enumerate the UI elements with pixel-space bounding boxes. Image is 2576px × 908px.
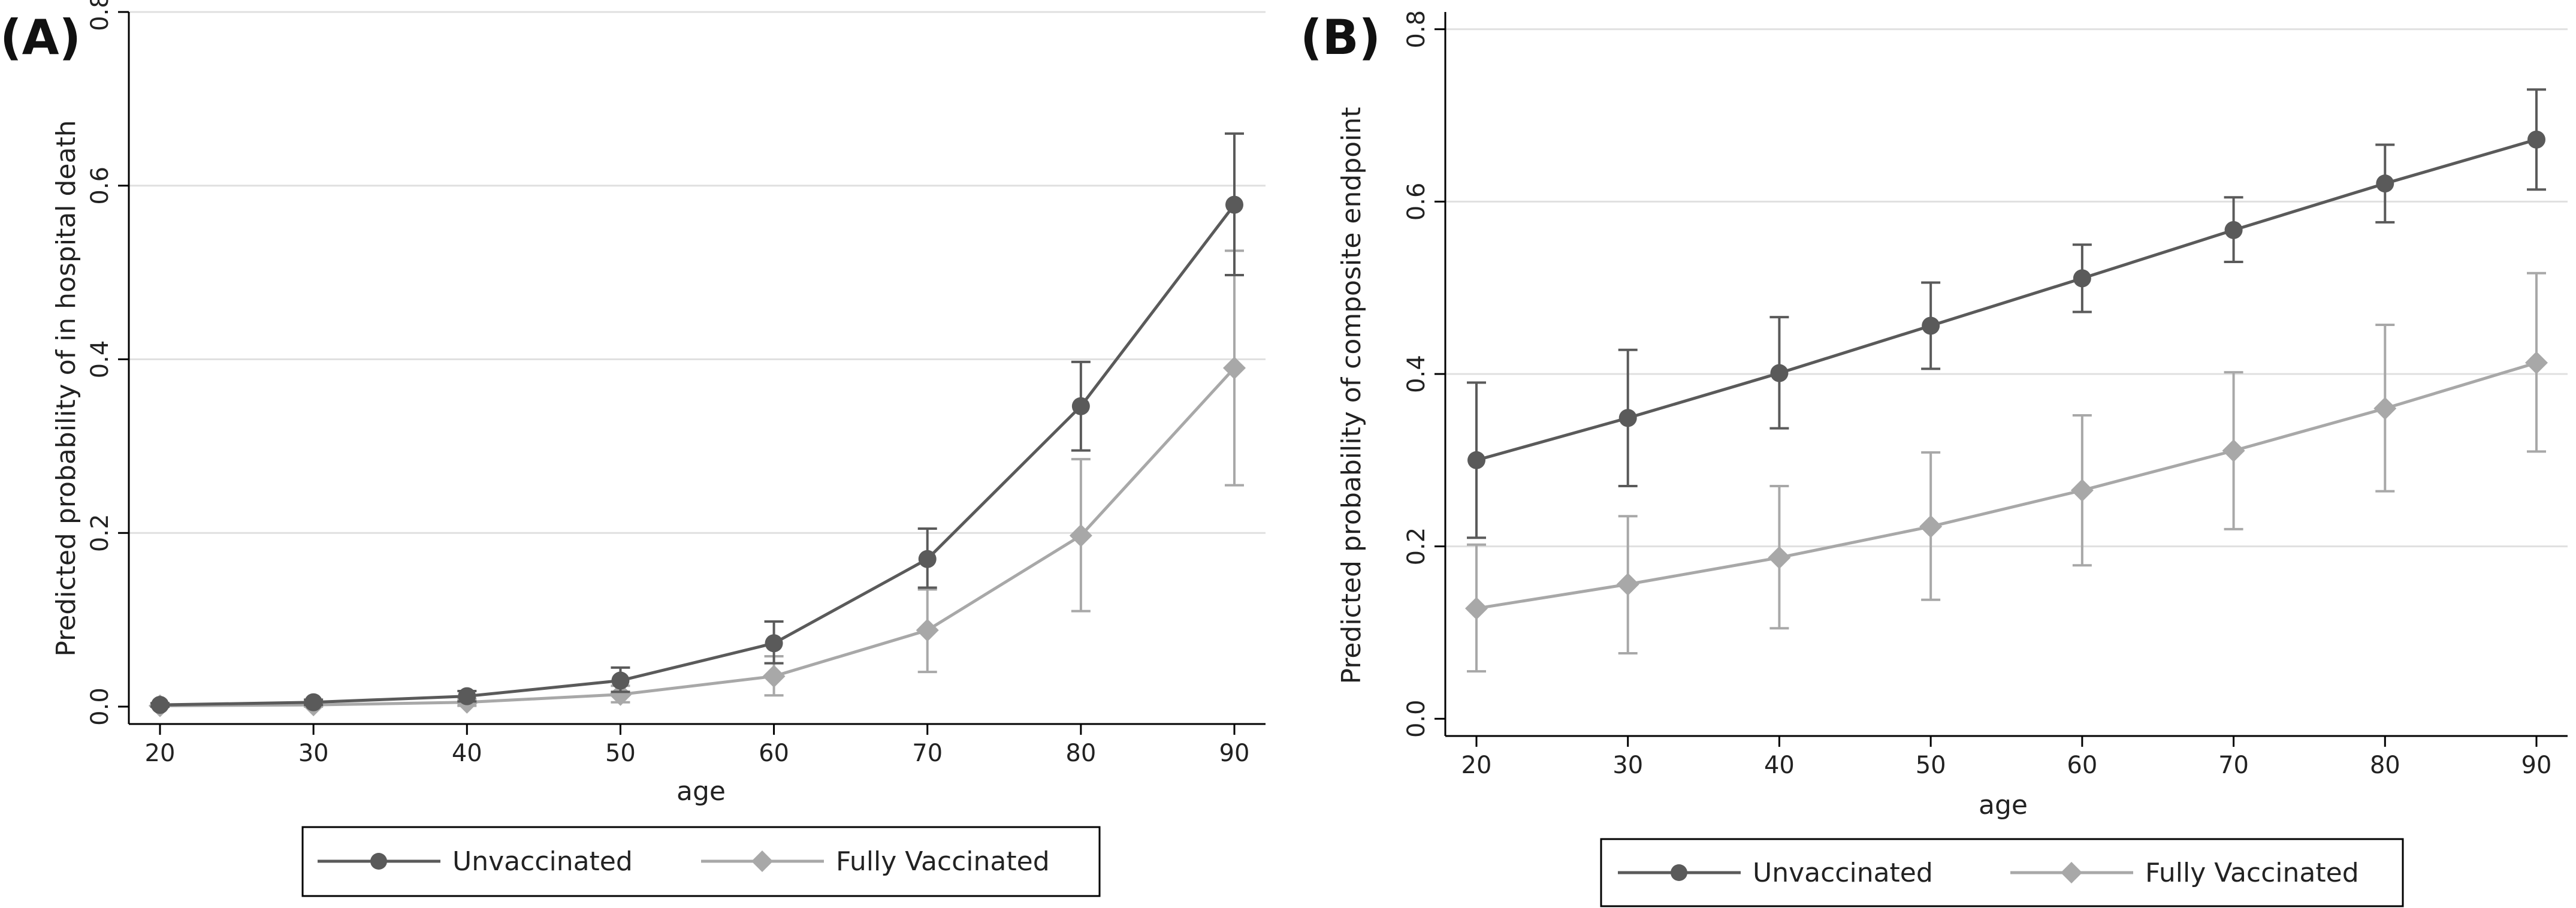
axes-b: 0.0 0.2 0.4 0.6 0.8 20 30 40 50 60 70 80 90 bbox=[1403, 10, 2568, 779]
legend-label-vaccinated-a: Fully Vaccinated bbox=[836, 846, 1050, 877]
legend-marker-vaccinated-a bbox=[751, 850, 773, 872]
data-point-vaccinated bbox=[1069, 524, 1092, 547]
x-tick-label: 80 bbox=[1065, 740, 1096, 767]
data-point-unvaccinated bbox=[2073, 269, 2091, 288]
data-point-vaccinated bbox=[1768, 546, 1791, 569]
panel-b: (B) 0.00.20.40.60.820 30 40 50 60 70 80 90 age … bbox=[1300, 10, 2568, 907]
data-point-unvaccinated bbox=[765, 634, 783, 653]
x-axis-title-b: age bbox=[1979, 790, 2028, 820]
data-point-unvaccinated bbox=[1922, 316, 1940, 335]
x-tick-label: 70 bbox=[912, 740, 943, 767]
data-point-unvaccinated bbox=[2376, 174, 2394, 193]
y-axis-title-b: Predicted probability of composite endpo… bbox=[1336, 107, 1367, 684]
data-point-unvaccinated bbox=[458, 687, 476, 705]
series-line-vaccinated bbox=[1476, 361, 2537, 610]
y-axis-title-a: Predicted probability of in hospital dea… bbox=[51, 120, 81, 656]
data-point-vaccinated bbox=[1919, 515, 1943, 538]
gridlines-b bbox=[1445, 28, 2568, 548]
data-point-unvaccinated bbox=[151, 696, 169, 714]
data-point-unvaccinated bbox=[1618, 409, 1637, 427]
x-axis-title-a: age bbox=[677, 776, 726, 807]
x-tick-label: 50 bbox=[605, 740, 636, 767]
data-point-vaccinated bbox=[1465, 597, 1488, 620]
y-tick-label: 0.8 bbox=[86, 0, 114, 31]
x-tick-label: 80 bbox=[2370, 752, 2400, 779]
legend-label-unvaccinated-a: Unvaccinated bbox=[452, 846, 633, 877]
data-point-unvaccinated bbox=[1770, 364, 1789, 382]
y-tick-label: 0.6 bbox=[86, 167, 114, 205]
gridlines-a bbox=[129, 11, 1266, 534]
x-tick-label: 40 bbox=[1764, 752, 1795, 779]
panel-label-a: (A) bbox=[0, 10, 81, 65]
data-point-vaccinated bbox=[916, 619, 939, 642]
series-b bbox=[1465, 88, 2548, 673]
y-tick-label: 0.6 bbox=[1403, 183, 1430, 221]
x-tick-label: 70 bbox=[2218, 752, 2249, 779]
y-tick-label: 0.4 bbox=[1403, 355, 1430, 393]
data-point-vaccinated bbox=[609, 683, 632, 706]
legend-label-vaccinated-b: Fully Vaccinated bbox=[2145, 858, 2359, 888]
data-point-vaccinated bbox=[2070, 479, 2094, 502]
y-tick-label: 0.2 bbox=[86, 514, 114, 552]
y-tick-label: 0.4 bbox=[86, 340, 114, 379]
y-tick-label: 0.8 bbox=[1403, 10, 1430, 49]
x-tick-label: 40 bbox=[452, 740, 482, 767]
legend-label-unvaccinated-b: Unvaccinated bbox=[1753, 858, 1933, 888]
data-point-unvaccinated bbox=[918, 550, 937, 568]
data-point-unvaccinated bbox=[1467, 451, 1485, 469]
data-point-vaccinated bbox=[1223, 357, 1246, 379]
x-tick-label: 30 bbox=[1612, 752, 1643, 779]
data-point-unvaccinated bbox=[2527, 130, 2545, 149]
x-tick-label: 20 bbox=[145, 740, 176, 767]
legend-box-b bbox=[1600, 838, 2404, 907]
y-tick-label: 0.0 bbox=[86, 687, 114, 726]
y-tick-label: 0.0 bbox=[1403, 699, 1430, 738]
y-tick-label: 0.2 bbox=[1403, 527, 1430, 566]
data-point-unvaccinated bbox=[2224, 221, 2243, 239]
panel-a: (A) 0.00.20.40.60.820 30 40 50 60 70 80 90 age … bbox=[0, 0, 1266, 897]
x-tick-label: 90 bbox=[1219, 740, 1250, 767]
legend-marker-unvaccinated-b bbox=[1671, 864, 1687, 881]
legend-marker-unvaccinated-a bbox=[370, 853, 387, 870]
panel-label-b: (B) bbox=[1300, 10, 1381, 65]
x-tick-label: 60 bbox=[2067, 752, 2097, 779]
legend-marker-vaccinated-b bbox=[2061, 862, 2082, 883]
x-tick-label: 60 bbox=[759, 740, 789, 767]
data-point-vaccinated bbox=[762, 665, 786, 688]
data-point-unvaccinated bbox=[1225, 195, 1243, 214]
x-tick-label: 50 bbox=[1916, 752, 1946, 779]
legend-b: Unvaccinated Fully Vaccinated bbox=[1600, 838, 2404, 907]
series-line-unvaccinated bbox=[1476, 138, 2537, 462]
x-tick-label: 20 bbox=[1461, 752, 1492, 779]
axes-a: 0.0 0.2 0.4 0.6 0.8 20 30 40 50 60 70 80 90 bbox=[86, 0, 1266, 767]
series-line-unvaccinated bbox=[159, 204, 1236, 707]
data-point-vaccinated bbox=[1616, 572, 1639, 596]
data-point-unvaccinated bbox=[304, 693, 323, 711]
data-point-vaccinated bbox=[2525, 351, 2548, 375]
x-tick-label: 30 bbox=[298, 740, 329, 767]
x-tick-label: 90 bbox=[2521, 752, 2552, 779]
legend-a: Unvaccinated Fully Vaccinated bbox=[301, 826, 1101, 897]
data-point-vaccinated bbox=[2373, 397, 2397, 420]
data-point-unvaccinated bbox=[611, 671, 630, 690]
data-point-vaccinated bbox=[2222, 439, 2245, 462]
series-line-vaccinated bbox=[159, 367, 1236, 708]
data-point-unvaccinated bbox=[1071, 397, 1090, 415]
series-a bbox=[149, 132, 1246, 717]
